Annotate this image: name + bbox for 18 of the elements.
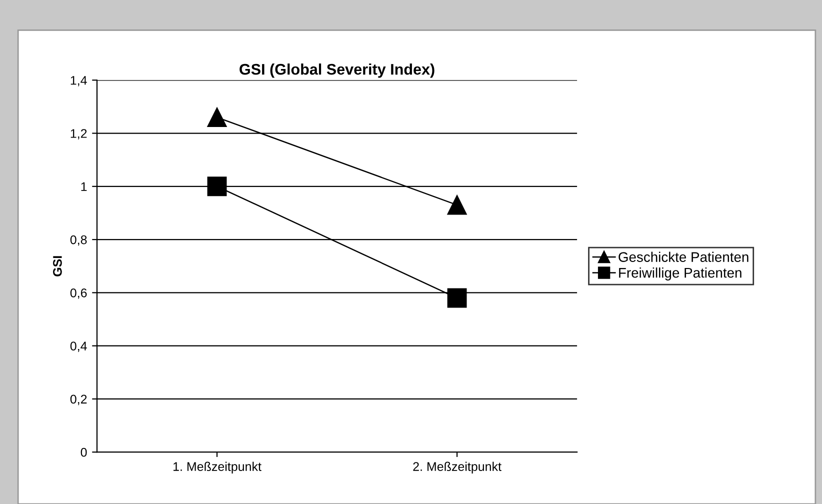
y-tick-label: 1,4 xyxy=(70,76,87,86)
y-tick-label: 1,2 xyxy=(70,129,87,140)
point xyxy=(207,176,227,196)
legend-label: Geschickte Patienten xyxy=(618,252,748,262)
y-tick-label: 0,6 xyxy=(70,288,87,299)
x-tick-label: 2. Meßzeitpunkt xyxy=(413,462,502,474)
y-tick-label: 0,8 xyxy=(70,235,87,246)
y-tick-label: 0,2 xyxy=(70,394,87,406)
point xyxy=(207,108,227,128)
x-tick-label: 1. Meßzeitpunkt xyxy=(174,462,262,474)
y-tick-label: 0,4 xyxy=(70,342,87,352)
chart-title: GSI (Global Severity Index) xyxy=(240,64,434,78)
point xyxy=(447,195,467,215)
legend-label: Freiwillige Patienten xyxy=(619,268,742,280)
y-tick-label: 0 xyxy=(80,448,87,457)
y-tick-label: 1 xyxy=(81,182,87,191)
y-axis-title: GSI xyxy=(53,256,62,276)
point xyxy=(447,288,467,308)
